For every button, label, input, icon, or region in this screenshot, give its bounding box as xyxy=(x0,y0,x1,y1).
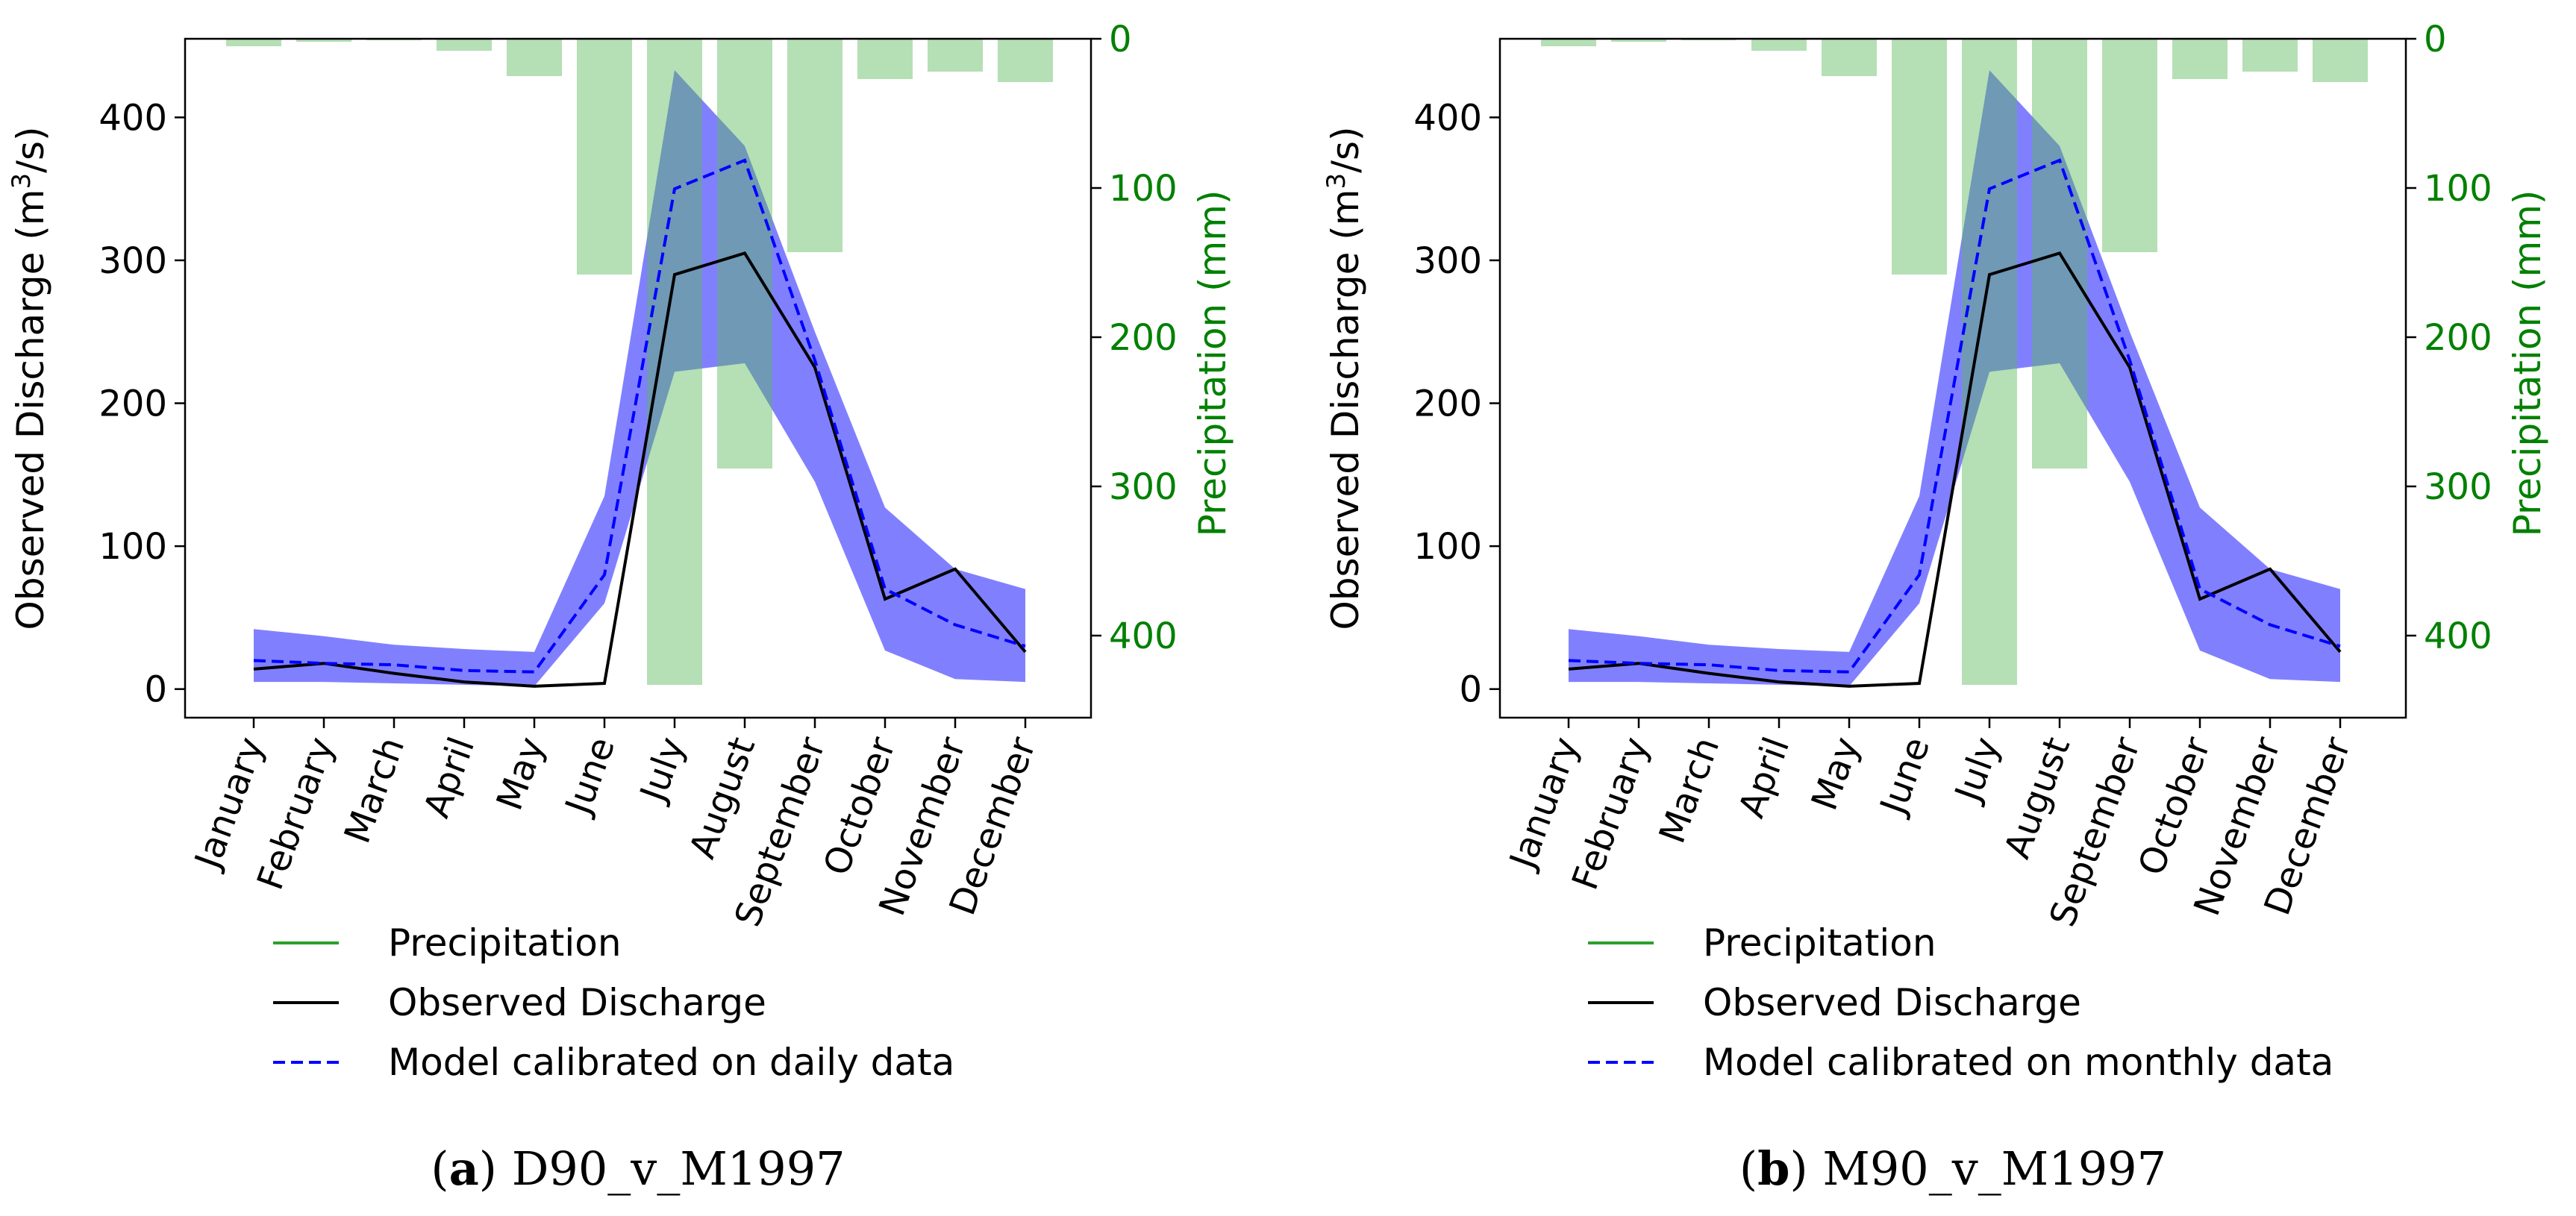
chart-panel-b: 01002003004000100200300400JanuaryFebruar… xyxy=(1322,19,2549,1196)
x-tick-label: August xyxy=(681,732,763,864)
y2-tick-label: 300 xyxy=(1109,466,1178,508)
precip-bar-september xyxy=(2102,39,2157,252)
y2-tick-label: 100 xyxy=(2424,168,2492,210)
precip-bar-january xyxy=(226,39,281,46)
legend-label: Model calibrated on monthly data xyxy=(1703,1041,2333,1084)
precip-bar-january xyxy=(1541,39,1596,46)
chart-panel-a: 01002003004000100200300400JanuaryFebruar… xyxy=(7,19,1234,1196)
precip-bar-october xyxy=(857,39,913,79)
precip-bar-december xyxy=(2313,39,2368,82)
y-tick-label: 100 xyxy=(1413,526,1482,568)
x-tick-label: May xyxy=(489,732,554,815)
model-line xyxy=(1568,158,2341,674)
legend-label: Observed Discharge xyxy=(388,981,766,1024)
precip-bar-february xyxy=(296,39,351,42)
x-tick-label: March xyxy=(337,732,413,849)
y2-axis-label: Precipitation (mm) xyxy=(2506,190,2549,537)
precip-bar-november xyxy=(928,39,983,72)
precip-bar-december xyxy=(998,39,1053,82)
y-tick-label: 0 xyxy=(144,669,167,711)
y-tick-label: 200 xyxy=(1413,383,1482,425)
plot-frame xyxy=(184,37,1092,719)
model-line xyxy=(253,158,1026,674)
y2-tick-label: 0 xyxy=(1109,19,1132,60)
x-tick-label: August xyxy=(1996,732,2078,864)
legend-label: Observed Discharge xyxy=(1703,981,2081,1024)
x-tick-label: March xyxy=(1651,732,1728,849)
subfigure-caption: (b) M90_v_M1997 xyxy=(1739,1141,2166,1196)
y-tick-label: 200 xyxy=(99,383,167,425)
x-tick-label: July xyxy=(631,732,693,809)
y2-tick-label: 300 xyxy=(2424,466,2492,508)
plot-frame xyxy=(1498,37,2407,719)
y2-tick-label: 400 xyxy=(1109,615,1178,657)
precip-bar-april xyxy=(1751,39,1807,51)
x-tick-label: June xyxy=(1872,732,1938,821)
y-axis-label: Observed Discharge (m3/s) xyxy=(7,126,52,630)
precip-bar-april xyxy=(437,39,492,51)
y2-tick-label: 400 xyxy=(2424,615,2492,657)
precip-bar-november xyxy=(2242,39,2298,72)
precip-bar-july xyxy=(1962,39,2017,685)
y-tick-label: 100 xyxy=(99,526,167,568)
y-tick-label: 0 xyxy=(1459,669,1482,711)
y-axis-label: Observed Discharge (m3/s) xyxy=(1322,126,1367,630)
x-tick-label: July xyxy=(1946,732,2008,809)
precip-bar-may xyxy=(1822,39,1877,76)
subfigure-caption: (a) D90_v_M1997 xyxy=(431,1141,845,1196)
y-tick-label: 300 xyxy=(1413,240,1482,282)
x-tick-label: May xyxy=(1804,732,1869,815)
y-tick-label: 400 xyxy=(1413,97,1482,139)
precip-bar-july xyxy=(647,39,702,685)
precip-bar-june xyxy=(577,39,632,275)
precip-bar-may xyxy=(507,39,562,76)
y2-tick-label: 200 xyxy=(1109,317,1178,359)
y2-tick-label: 200 xyxy=(2424,317,2492,359)
precip-bar-october xyxy=(2172,39,2228,79)
y2-axis-label: Precipitation (mm) xyxy=(1191,190,1234,537)
precip-bar-february xyxy=(1611,39,1666,42)
x-tick-label: April xyxy=(416,732,483,823)
precip-bar-june xyxy=(1892,39,1947,275)
precip-bar-september xyxy=(787,39,842,252)
y2-tick-label: 0 xyxy=(2424,19,2447,60)
legend-label: Model calibrated on daily data xyxy=(388,1041,954,1084)
legend-label: Precipitation xyxy=(388,921,622,965)
x-tick-label: June xyxy=(557,732,623,821)
legend-label: Precipitation xyxy=(1703,921,1936,965)
y-tick-label: 300 xyxy=(99,240,167,282)
y2-tick-label: 100 xyxy=(1109,168,1178,210)
x-tick-label: April xyxy=(1731,732,1798,823)
y-tick-label: 400 xyxy=(99,97,167,139)
